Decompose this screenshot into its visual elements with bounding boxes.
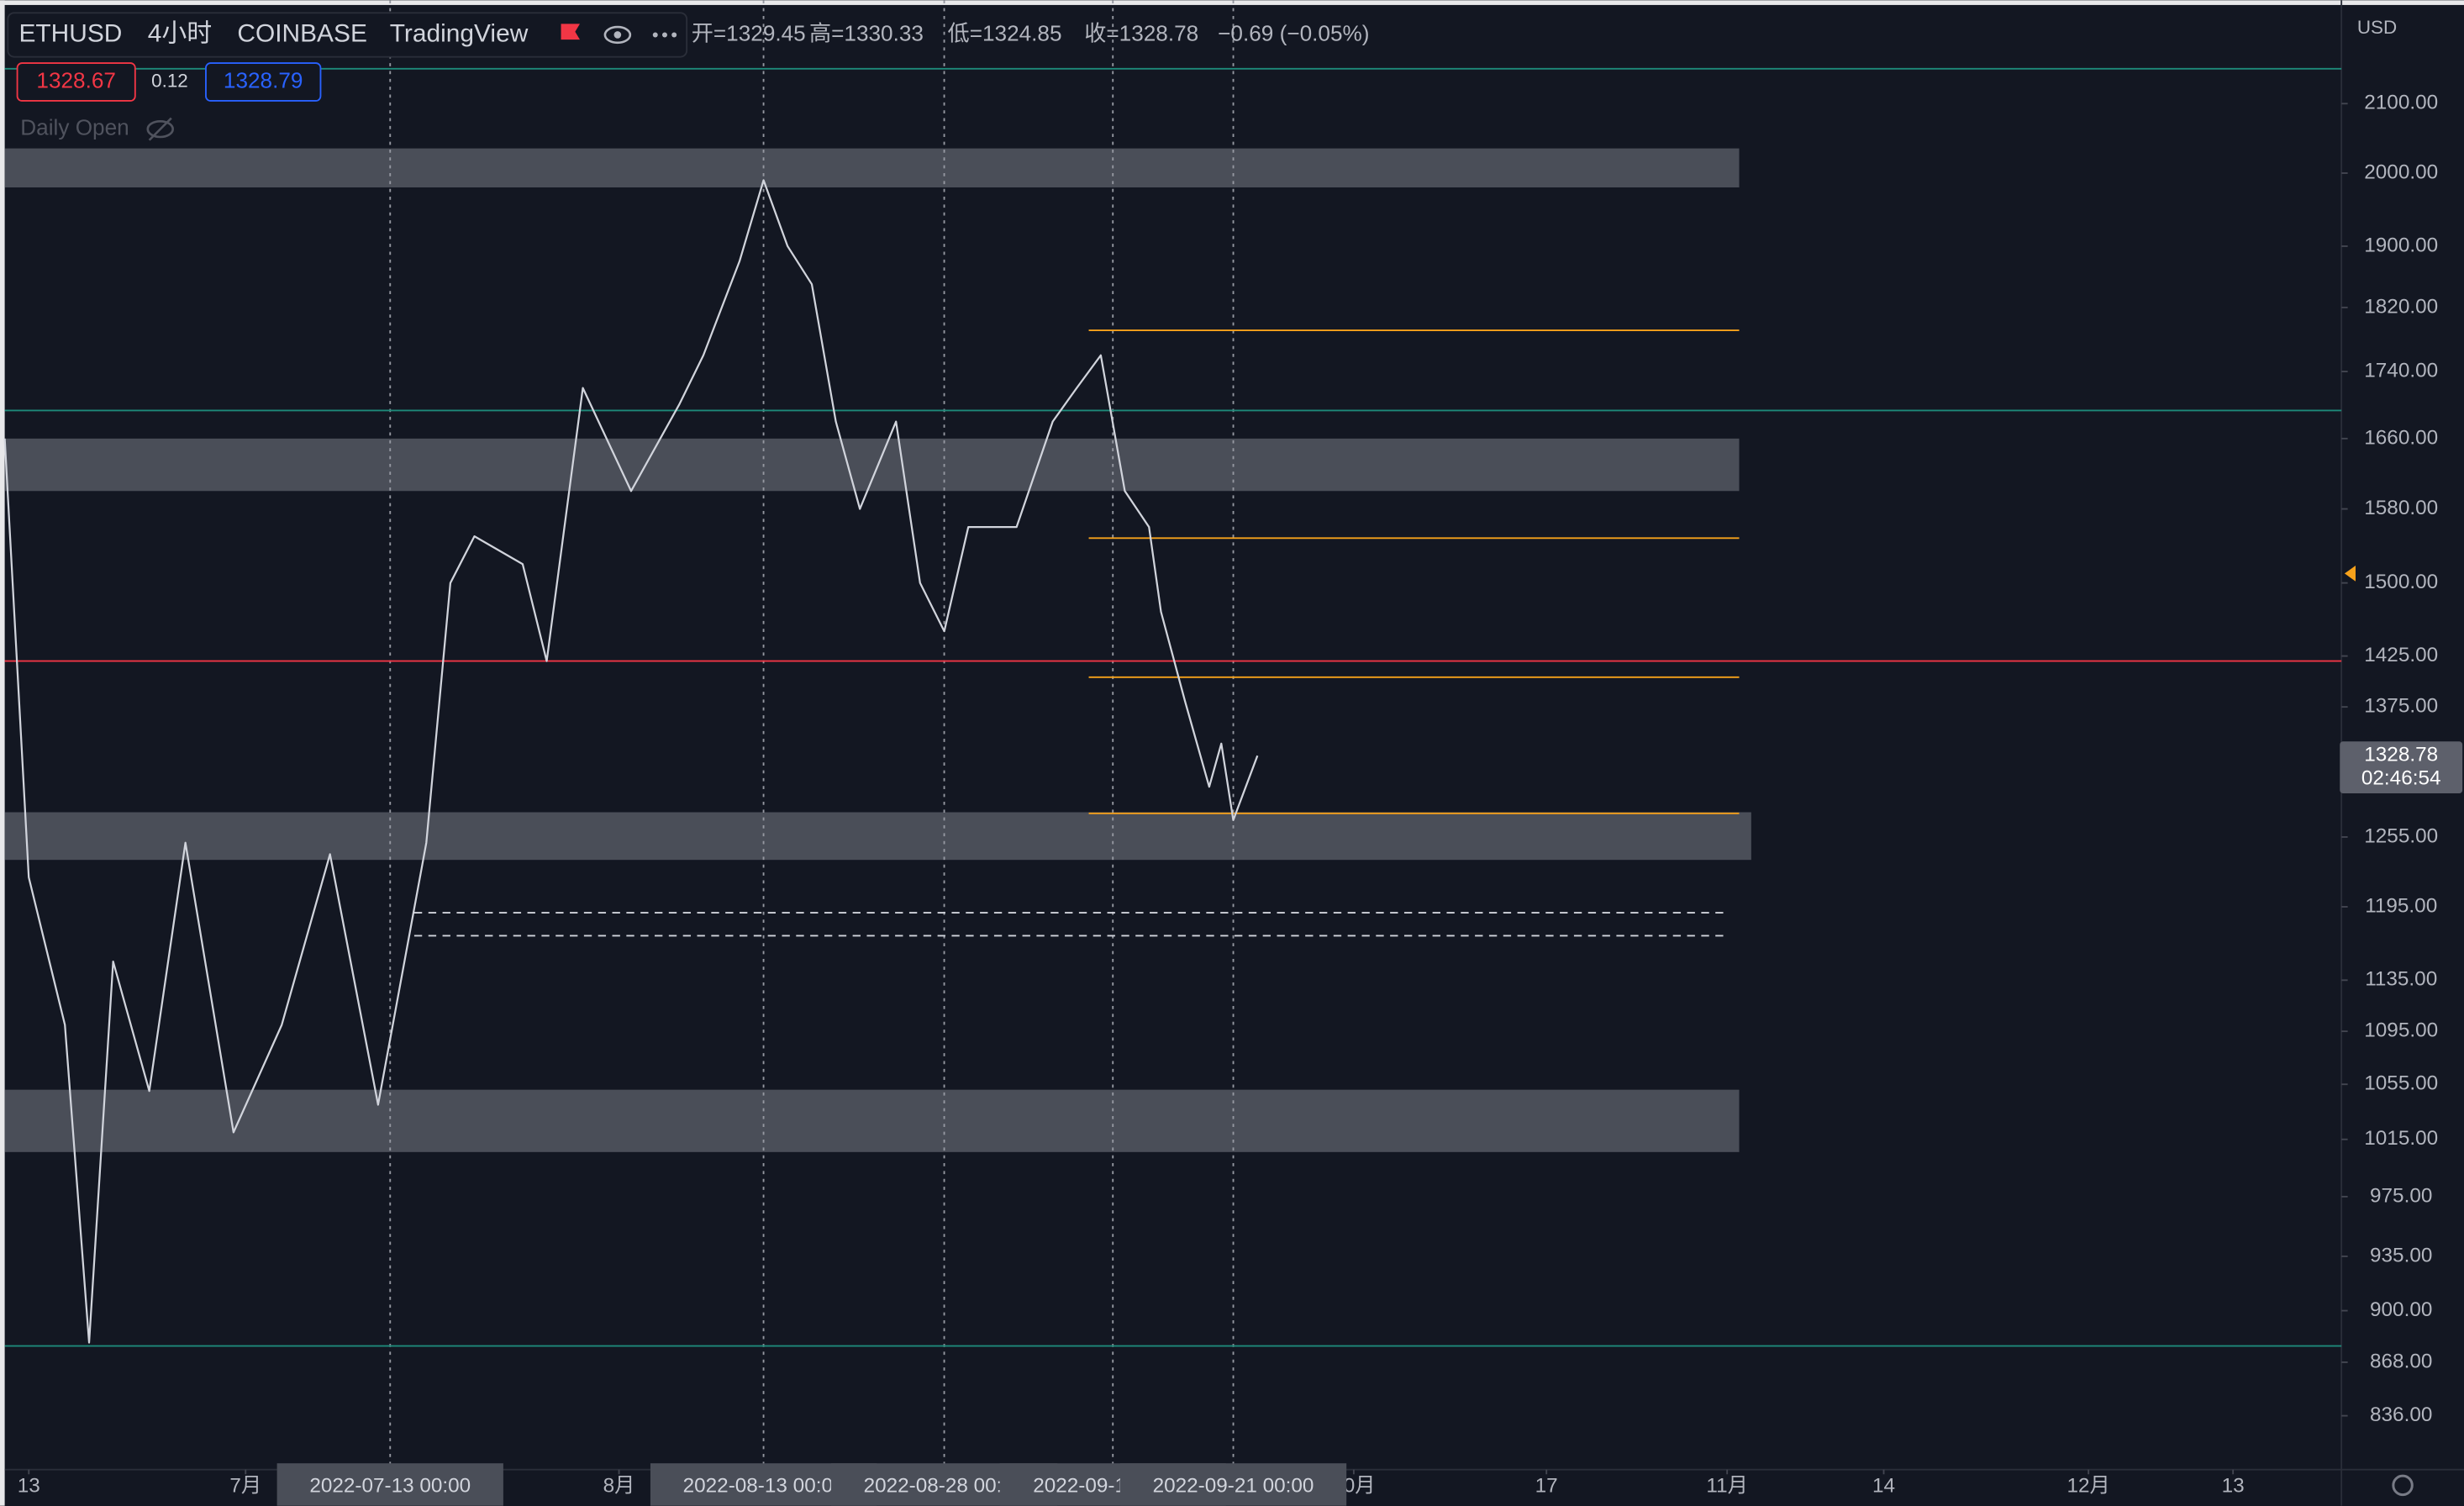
spread: 0.12 [151,70,188,91]
symbol-box[interactable] [7,12,688,58]
indicator-name: Daily Open [20,115,129,140]
y-tick-label: 2000.00 [2364,161,2438,183]
zone [4,438,1740,492]
y-tick-label: 2100.00 [2364,92,2438,114]
y-tick-label: 1740.00 [2364,359,2438,382]
buy-price: 1328.79 [224,67,303,92]
marker-label-box [1119,1463,1347,1506]
ohlc-close: 收=1328.78 [1084,20,1198,45]
y-tick-label: 900.00 [2370,1298,2432,1321]
y-tick-label: 975.00 [2370,1184,2432,1207]
y-tick-label: 1820.00 [2364,295,2438,318]
y-tick-label: 836.00 [2370,1403,2432,1426]
interval: 4小时 [148,19,212,47]
y-tick-label: 1425.00 [2364,644,2438,666]
y-tick-label: 1500.00 [2364,571,2438,593]
marker-label-box [276,1463,503,1506]
price-line [3,179,1259,1344]
last-price-box [2340,741,2463,793]
exchange: COINBASE [237,19,367,47]
eye-icon[interactable] [603,25,632,45]
y-tick-label: 1660.00 [2364,426,2438,449]
y-tick-label: 1015.00 [2364,1127,2438,1150]
marker-label: 2022-08-28 00:00 [864,1475,1025,1498]
currency[interactable]: USD [2357,17,2397,38]
x-tick-label: 7月 [229,1475,261,1498]
x-tick-label: 14 [1872,1475,1895,1498]
marker-label: 2022-07-13 00:00 [309,1475,471,1498]
y-tick-label: 1135.00 [2365,968,2437,991]
x-tick-label: 13 [2222,1475,2245,1498]
ohlc-open: 开=1329.45 [692,20,806,45]
y-tick-label: 1095.00 [2364,1019,2438,1042]
marker-label: 2022-08-13 00:00 [683,1475,845,1498]
x-tick-label: 13 [18,1475,40,1498]
y-tick-label: 1900.00 [2364,234,2438,256]
top-border [0,0,2464,5]
x-tick-label: 12月 [2066,1475,2109,1498]
y-tick-label: 1375.00 [2364,695,2438,718]
countdown: 02:46:54 [2361,767,2441,790]
zone [4,1089,1740,1152]
marker-label: 2022-09-21 00:00 [1153,1475,1314,1498]
zone [4,148,1740,188]
ohlc-change: −0.69 (−0.05%) [1218,20,1369,45]
ohlc-low: 低=1324.85 [948,20,1062,45]
settings-icon[interactable] [2392,1474,2414,1497]
y-tick-label: 935.00 [2370,1244,2432,1266]
x-tick-label: 17 [1535,1475,1558,1498]
left-border [0,0,5,1506]
plot: 2100.00 2000.00 1900.00 1820.00 1740.00 1660.… [3,0,2463,1506]
legend-header: ETHUSD 4小时 COINBASE TradingView 开=1329.4… [7,12,2414,1497]
source: TradingView [390,19,529,47]
sell-price: 1328.67 [36,67,116,92]
x-tick-label: 11月 [1706,1475,1748,1498]
alert-marker [2344,566,2356,582]
y-tick-label: 1055.00 [2364,1072,2438,1095]
y-tick-label: 868.00 [2370,1350,2432,1372]
y-tick-label: 1255.00 [2364,824,2438,847]
sell-button[interactable] [16,62,136,102]
y-tick-label: 1580.00 [2364,497,2438,519]
more-icon[interactable] [652,32,677,38]
y-tick-label: 1195.00 [2365,894,2437,917]
flag-icon[interactable] [561,24,580,40]
zone [4,812,1751,861]
buy-button[interactable] [205,62,322,102]
symbol: ETHUSD [18,19,122,47]
last-price: 1328.78 [2364,744,2438,766]
x-tick-label: 8月 [603,1475,635,1498]
hidden-icon[interactable] [146,117,174,141]
ohlc-high: 高=1330.33 [809,20,924,45]
